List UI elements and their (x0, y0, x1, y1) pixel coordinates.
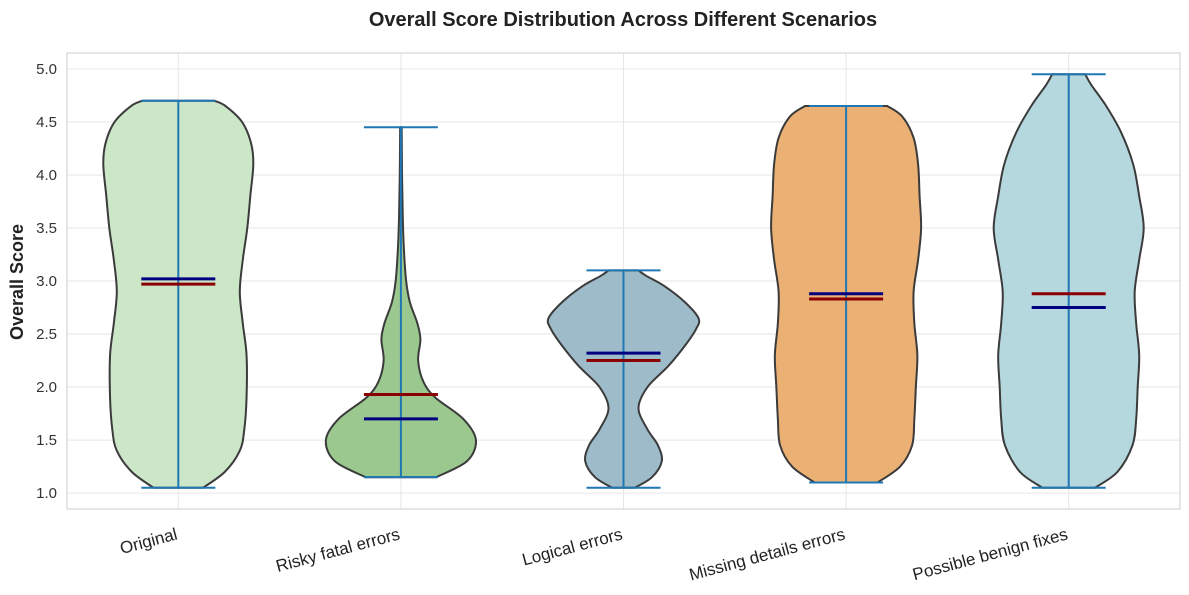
y-tick-label: 5.0 (36, 61, 57, 78)
x-tick-label: Possible benign fixes (911, 525, 1070, 585)
y-tick-label: 3.0 (36, 273, 57, 290)
y-tick-label: 1.5 (36, 432, 57, 449)
y-tick-label: 1.0 (36, 485, 57, 502)
violin-4 (770, 105, 923, 484)
chart-title: Overall Score Distribution Across Differ… (369, 9, 877, 31)
y-tick-label: 2.5 (36, 326, 57, 343)
violin-2 (324, 126, 477, 479)
y-axis-label: Overall Score (7, 224, 27, 340)
violin-3 (546, 269, 701, 489)
x-tick-label: Risky fatal errors (274, 525, 402, 576)
x-tick-label: Logical errors (520, 525, 624, 570)
x-tick-label: Missing details errors (687, 525, 847, 585)
y-tick-label: 3.5 (36, 220, 57, 237)
violin-layer (102, 73, 1145, 489)
violin-1 (102, 99, 255, 489)
x-tick-label: Original (118, 525, 180, 559)
y-tick-label: 2.0 (36, 379, 57, 396)
y-tick-label: 4.0 (36, 167, 57, 184)
plot-frame (66, 52, 1181, 510)
violin-5 (992, 73, 1145, 489)
y-tick-label: 4.5 (36, 114, 57, 131)
